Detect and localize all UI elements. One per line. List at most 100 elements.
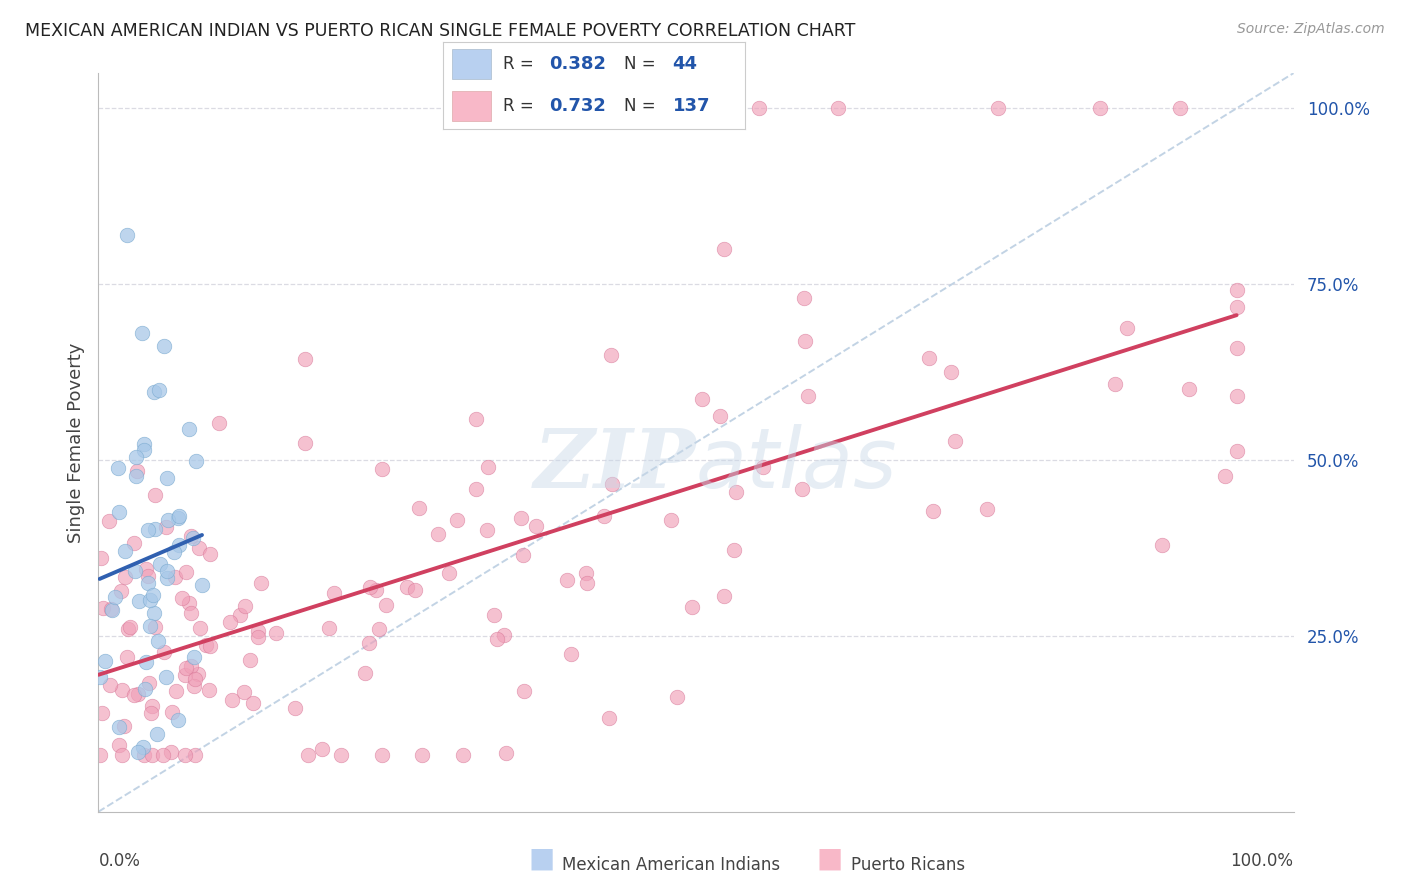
Text: Source: ZipAtlas.com: Source: ZipAtlas.com [1237,22,1385,37]
Text: MEXICAN AMERICAN INDIAN VS PUERTO RICAN SINGLE FEMALE POVERTY CORRELATION CHART: MEXICAN AMERICAN INDIAN VS PUERTO RICAN … [25,22,856,40]
Point [690,392,713,406]
Point [152,338,174,352]
Point [177,422,200,436]
Point [91,601,114,615]
Point [139,706,162,721]
Point [191,578,214,592]
Point [146,633,169,648]
Point [510,511,533,525]
Point [512,548,534,562]
Point [599,347,621,361]
Point [1226,389,1249,403]
Point [108,505,131,519]
Point [411,748,433,763]
Point [127,745,149,759]
Point [976,502,998,516]
Point [264,626,287,640]
Point [90,706,112,721]
Point [941,365,963,379]
Point [174,748,197,763]
Point [357,636,380,650]
Point [146,727,169,741]
Point [827,101,849,115]
Point [132,740,155,755]
Point [184,454,207,468]
Point [187,667,209,681]
Point [181,532,204,546]
Point [155,520,177,534]
Point [396,580,419,594]
Point [451,748,474,763]
Point [165,684,187,698]
Point [367,622,389,636]
Point [112,719,135,733]
Point [1168,101,1191,115]
Point [943,434,966,448]
Point [198,683,221,698]
Point [366,582,388,597]
Point [513,683,536,698]
Point [115,650,138,665]
Point [987,101,1010,115]
Point [187,541,209,555]
Point [89,670,111,684]
Point [465,412,488,426]
Point [1213,469,1236,483]
Point [477,524,499,538]
Text: 137: 137 [672,96,710,115]
Point [330,748,353,763]
Point [575,566,598,580]
Point [142,606,165,620]
Point [188,621,211,635]
Point [148,383,170,397]
Point [110,583,132,598]
Point [922,504,945,518]
Point [136,523,159,537]
Point [94,654,117,668]
Point [371,462,394,476]
Point [246,624,269,639]
Y-axis label: Single Female Poverty: Single Female Poverty [66,343,84,542]
Point [134,437,156,451]
Point [118,620,141,634]
Point [748,101,770,115]
Point [294,436,316,450]
Point [242,696,264,710]
Point [174,667,197,681]
Point [1226,444,1249,458]
Point [138,675,160,690]
Point [464,482,486,496]
Point [128,594,150,608]
Point [200,547,222,561]
Bar [451,49,491,78]
Point [323,585,346,599]
Point [134,681,156,696]
Point [1116,321,1139,335]
Point [180,529,202,543]
Point [404,582,426,597]
Point [713,589,735,603]
Point [284,701,307,715]
Text: 0.732: 0.732 [548,96,606,115]
Point [122,536,145,550]
Point [1226,283,1249,297]
Bar [451,91,491,120]
Point [98,678,121,692]
Point [159,745,181,759]
Point [90,550,112,565]
Point [174,565,197,579]
Point [666,690,689,705]
Point [218,615,240,630]
Point [142,384,165,399]
Point [318,621,340,635]
Point [141,748,163,763]
Point [108,738,131,752]
Text: Puerto Ricans: Puerto Ricans [851,856,965,874]
Point [138,569,160,583]
Point [495,746,517,760]
Point [477,460,499,475]
Point [143,523,166,537]
Point [125,468,148,483]
Text: 0.0%: 0.0% [98,853,141,871]
Point [115,227,138,242]
